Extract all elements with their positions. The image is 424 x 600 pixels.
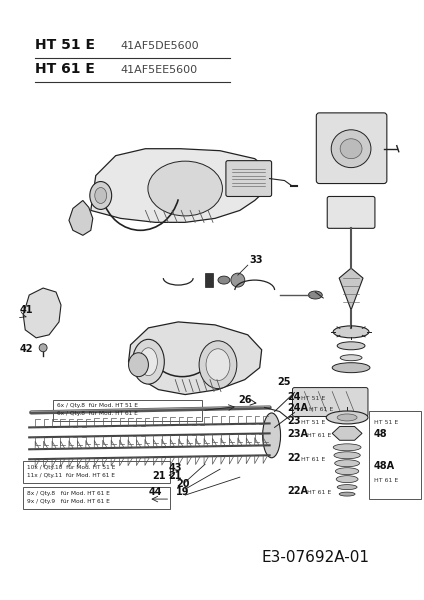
Text: 24A: 24A	[287, 403, 309, 413]
Polygon shape	[128, 322, 262, 395]
Text: 6x / Qty.8  für Mod. HT 61 E: 6x / Qty.8 für Mod. HT 61 E	[57, 412, 138, 416]
Bar	[369, 412, 421, 499]
Ellipse shape	[337, 414, 357, 421]
Polygon shape	[339, 268, 363, 310]
Text: HT 51 E: HT 51 E	[301, 421, 326, 425]
Text: __________: __________	[35, 38, 105, 52]
Text: 22: 22	[287, 453, 301, 463]
Text: 19: 19	[176, 487, 190, 497]
Text: 8x / Qty.8   für Mod. HT 61 E: 8x / Qty.8 für Mod. HT 61 E	[27, 491, 110, 496]
Ellipse shape	[335, 460, 360, 467]
Text: HT 61 E: HT 61 E	[310, 407, 334, 412]
Ellipse shape	[340, 355, 362, 361]
Polygon shape	[23, 288, 61, 338]
Ellipse shape	[331, 130, 371, 167]
Ellipse shape	[90, 182, 112, 209]
FancyBboxPatch shape	[226, 161, 272, 196]
Text: 41AF5DE5600: 41AF5DE5600	[120, 41, 199, 51]
Text: 10x / Qty.10  für Mod. HT 51 E: 10x / Qty.10 für Mod. HT 51 E	[27, 465, 116, 470]
Bar	[205, 273, 213, 287]
Bar	[23, 461, 170, 483]
Ellipse shape	[218, 276, 230, 284]
Bar	[23, 487, 170, 509]
Text: 20: 20	[176, 479, 190, 489]
Text: 41: 41	[19, 305, 33, 315]
Ellipse shape	[335, 468, 359, 475]
Text: 21: 21	[168, 471, 182, 481]
Text: E3-07692A-01: E3-07692A-01	[262, 550, 370, 565]
Text: HT 61 E: HT 61 E	[35, 62, 95, 76]
Text: 48: 48	[374, 430, 388, 439]
Text: HT 51 E: HT 51 E	[35, 38, 95, 52]
Ellipse shape	[334, 452, 360, 459]
Text: 23: 23	[287, 416, 301, 427]
Ellipse shape	[133, 340, 165, 384]
Ellipse shape	[336, 476, 358, 482]
Ellipse shape	[139, 348, 157, 376]
Ellipse shape	[308, 291, 322, 299]
Polygon shape	[91, 149, 270, 223]
Ellipse shape	[128, 353, 148, 377]
Ellipse shape	[333, 326, 369, 338]
Ellipse shape	[262, 413, 281, 458]
Text: 33: 33	[250, 255, 263, 265]
Text: 42: 42	[19, 344, 33, 354]
Ellipse shape	[339, 492, 355, 496]
FancyBboxPatch shape	[327, 196, 375, 229]
Circle shape	[231, 273, 245, 287]
FancyBboxPatch shape	[293, 388, 368, 416]
Text: 22A: 22A	[287, 486, 309, 496]
Text: HT 51 E: HT 51 E	[374, 421, 398, 425]
Text: 11x / Qty.11  für Mod. HT 61 E: 11x / Qty.11 für Mod. HT 61 E	[27, 473, 115, 478]
Ellipse shape	[199, 341, 237, 389]
Text: HT 61 E: HT 61 E	[301, 457, 326, 462]
Text: HT 51 E: HT 51 E	[301, 395, 326, 401]
Ellipse shape	[333, 444, 361, 451]
Text: 48A: 48A	[374, 461, 395, 471]
Text: 26: 26	[238, 395, 251, 404]
Ellipse shape	[206, 349, 230, 380]
Ellipse shape	[95, 188, 107, 203]
Text: 43: 43	[168, 463, 182, 473]
Text: 23A: 23A	[287, 430, 309, 439]
Polygon shape	[69, 200, 93, 235]
Text: 44: 44	[148, 487, 162, 497]
Bar	[53, 400, 202, 421]
Ellipse shape	[337, 342, 365, 350]
Ellipse shape	[337, 485, 357, 490]
Text: 41AF5EE5600: 41AF5EE5600	[120, 65, 198, 75]
Ellipse shape	[340, 139, 362, 158]
Ellipse shape	[332, 363, 370, 373]
Text: 25: 25	[278, 377, 291, 386]
FancyBboxPatch shape	[316, 113, 387, 184]
Text: 24: 24	[287, 392, 301, 401]
Polygon shape	[332, 427, 362, 440]
Text: 21: 21	[152, 471, 166, 481]
Circle shape	[39, 344, 47, 352]
Text: 9x / Qty.9   für Mod. HT 61 E: 9x / Qty.9 für Mod. HT 61 E	[27, 499, 110, 504]
Ellipse shape	[148, 161, 223, 216]
Text: HT 61 E: HT 61 E	[307, 433, 332, 439]
Text: 6x / Qty.8  für Mod. HT 51 E: 6x / Qty.8 für Mod. HT 51 E	[57, 403, 138, 409]
Text: HT 61 E: HT 61 E	[307, 490, 332, 495]
Text: HT 61 E: HT 61 E	[374, 478, 398, 483]
Ellipse shape	[326, 411, 368, 424]
